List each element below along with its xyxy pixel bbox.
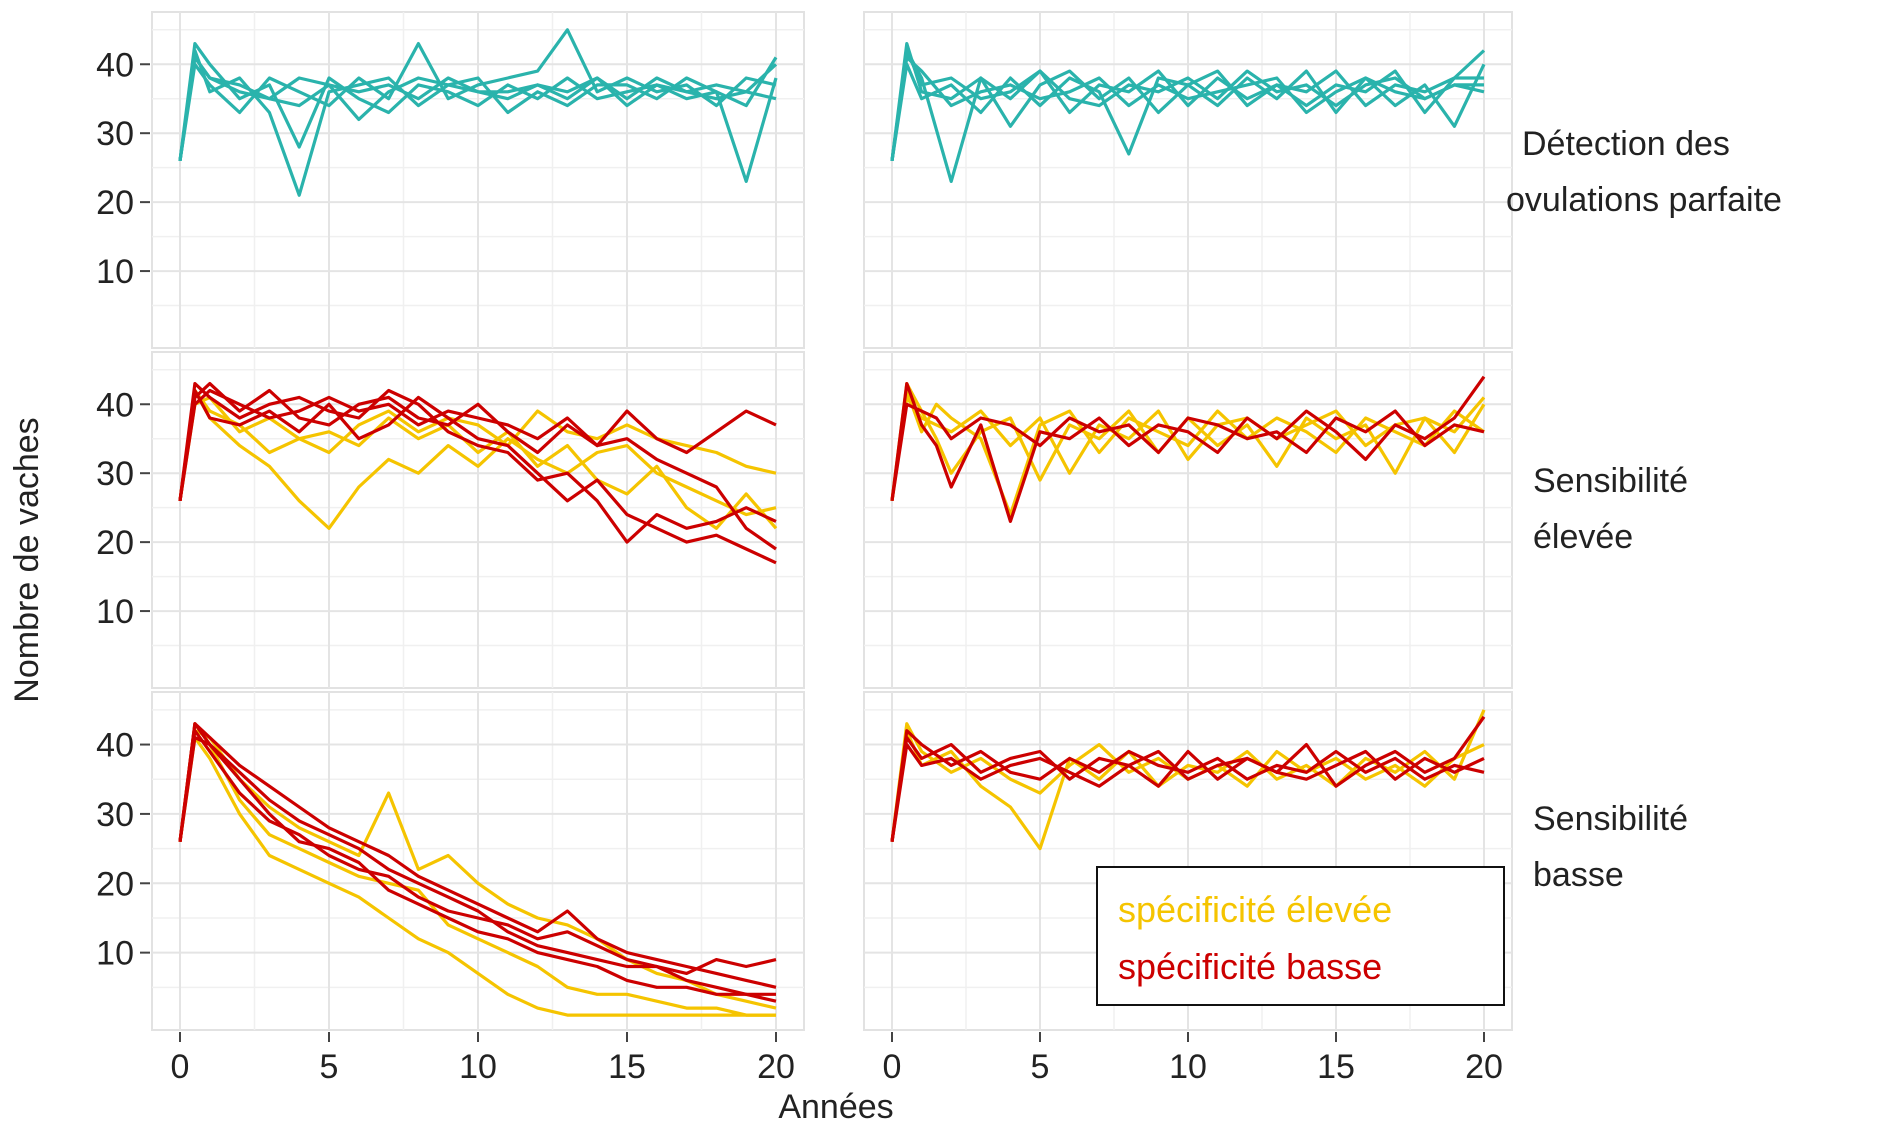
x-axis-title: Années [778,1088,893,1126]
series-line-low_specificity-6 [178,722,777,976]
strip-label-row-1-line-1: Détection des [1522,125,1730,163]
panel-r1-c2 [863,11,1513,349]
x-tick-label: 5 [320,1048,339,1086]
x-tick-label: 20 [757,1048,795,1086]
y-tick-label: 10 [96,593,134,631]
series-line-low_specificity-7 [178,388,777,502]
strip-label-row-3: Sensibilité basse [1533,800,1688,894]
y-tick-label: 20 [96,865,134,903]
series-line-perfect-1 [890,48,1486,183]
x-tick-label: 10 [459,1048,497,1086]
panel-r1-c1 [151,11,805,349]
legend-entry-low-specificity: spécificité basse [1118,946,1382,987]
series-line-low_specificity-5 [890,402,1485,502]
legend-box [1096,866,1505,1006]
y-tick-label: 10 [96,935,134,973]
y-tick-label: 10 [96,253,134,291]
series-line-high_specificity-3 [178,735,776,1017]
x-tick-label: 0 [883,1048,902,1086]
series-line-high_specificity-2 [890,388,1485,517]
series-line-high_specificity-2 [178,729,777,1010]
axis-layer: 10 20 30 40 10 20 30 40 10 20 30 40 0 5 10 15 20 0 5 10 15 20 [96,46,1503,1086]
panel-r3-c1 [151,691,805,1031]
strip-label-row-3-line-2: basse [1533,856,1624,894]
series-line-low_specificity-5 [890,742,1485,842]
series-line-perfect-5 [178,55,778,162]
y-tick-label: 40 [96,46,134,84]
series-line-low_specificity-4 [890,375,1486,524]
legend: spécificité élevée spécificité basse [1096,866,1505,1006]
y-tick-label: 20 [96,184,134,222]
series-group-r1-c2 [890,41,1486,183]
strip-label-row-1-line-2: ovulations parfaite [1506,181,1782,219]
panels-layer [151,11,1513,1031]
series-line-perfect-4 [890,55,1486,162]
y-axis-title: Nombre de vaches [8,417,46,702]
strip-label-row-2: Sensibilité élevée [1533,462,1688,556]
series-group-r2-c2 [890,375,1486,524]
series-line-low_specificity-7 [178,735,776,996]
y-tick-label: 20 [96,524,134,562]
x-tick-label: 5 [1031,1048,1050,1086]
y-tick-label: 40 [96,386,134,424]
strip-label-row-2-line-1: Sensibilité [1533,462,1688,500]
y-tick-label: 30 [96,796,134,834]
legend-entry-high-specificity: spécificité élevée [1118,889,1392,930]
x-tick-label: 10 [1169,1048,1207,1086]
x-tick-label: 20 [1465,1048,1503,1086]
series-line-low_specificity-4 [178,722,777,989]
y-tick-label: 40 [96,727,134,765]
series-group-r2-c1 [178,382,778,565]
panel-r2-c2 [863,351,1513,689]
y-tick-label: 30 [96,455,134,493]
series-group-r3-c1 [178,722,777,1017]
x-tick-label: 15 [608,1048,646,1086]
strip-label-row-1: Détection des ovulations parfaite [1506,125,1782,219]
series-line-low_specificity-5 [178,729,777,1003]
series-line-perfect-5 [890,48,1484,162]
series-line-high_specificity-1 [178,388,777,530]
series-group-r3-c2 [890,709,1486,851]
strip-label-row-2-line-2: élevée [1533,518,1633,556]
series-line-low_specificity-5 [178,388,777,565]
x-tick-label: 0 [171,1048,190,1086]
strip-label-row-3-line-1: Sensibilité [1533,800,1688,838]
x-tick-label: 15 [1317,1048,1355,1086]
series-line-perfect-4 [178,28,777,162]
series-group-r1-c1 [178,28,778,197]
series-line-high_specificity-2 [178,395,777,502]
series-line-high_specificity-1 [178,722,776,1017]
y-tick-label: 30 [96,115,134,153]
